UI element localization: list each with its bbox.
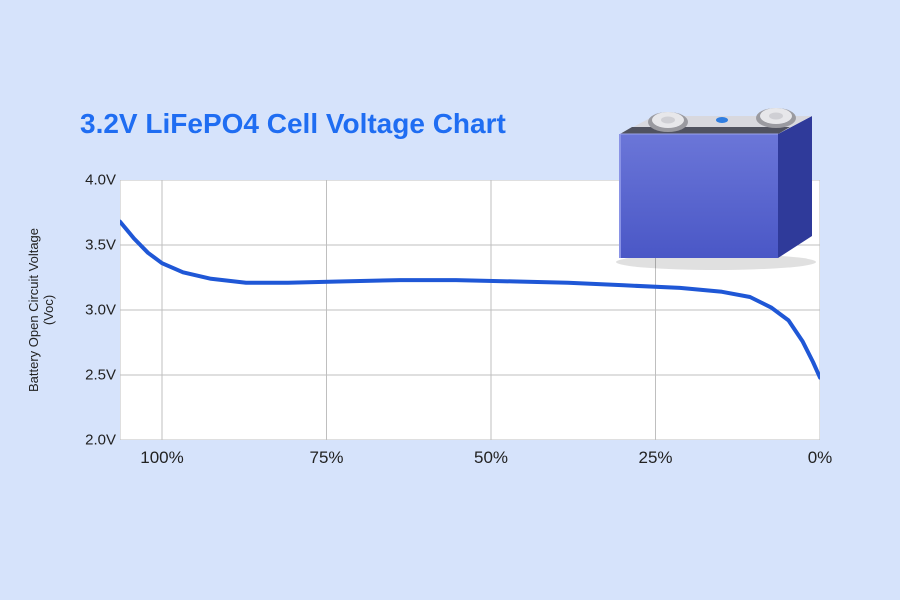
x-tick-label: 0% (808, 448, 833, 468)
y-tick-label: 2.0V (74, 432, 116, 449)
y-tick-label: 3.0V (74, 302, 116, 319)
y-axis-label: Battery Open Circuit Voltage (Voc) (27, 228, 57, 392)
y-tick-label: 2.5V (74, 367, 116, 384)
x-tick-label: 100% (140, 448, 183, 468)
page-root: 3.2V LiFePO4 Cell Voltage Chart Battery … (0, 0, 900, 600)
battery-svg (590, 76, 830, 271)
chart-title: 3.2V LiFePO4 Cell Voltage Chart (80, 108, 506, 140)
x-tick-label: 50% (474, 448, 508, 468)
x-tick-label: 25% (638, 448, 672, 468)
y-tick-label: 3.5V (74, 237, 116, 254)
y-tick-label: 4.0V (74, 172, 116, 189)
x-tick-label: 75% (309, 448, 343, 468)
battery-cell-icon (590, 76, 830, 271)
